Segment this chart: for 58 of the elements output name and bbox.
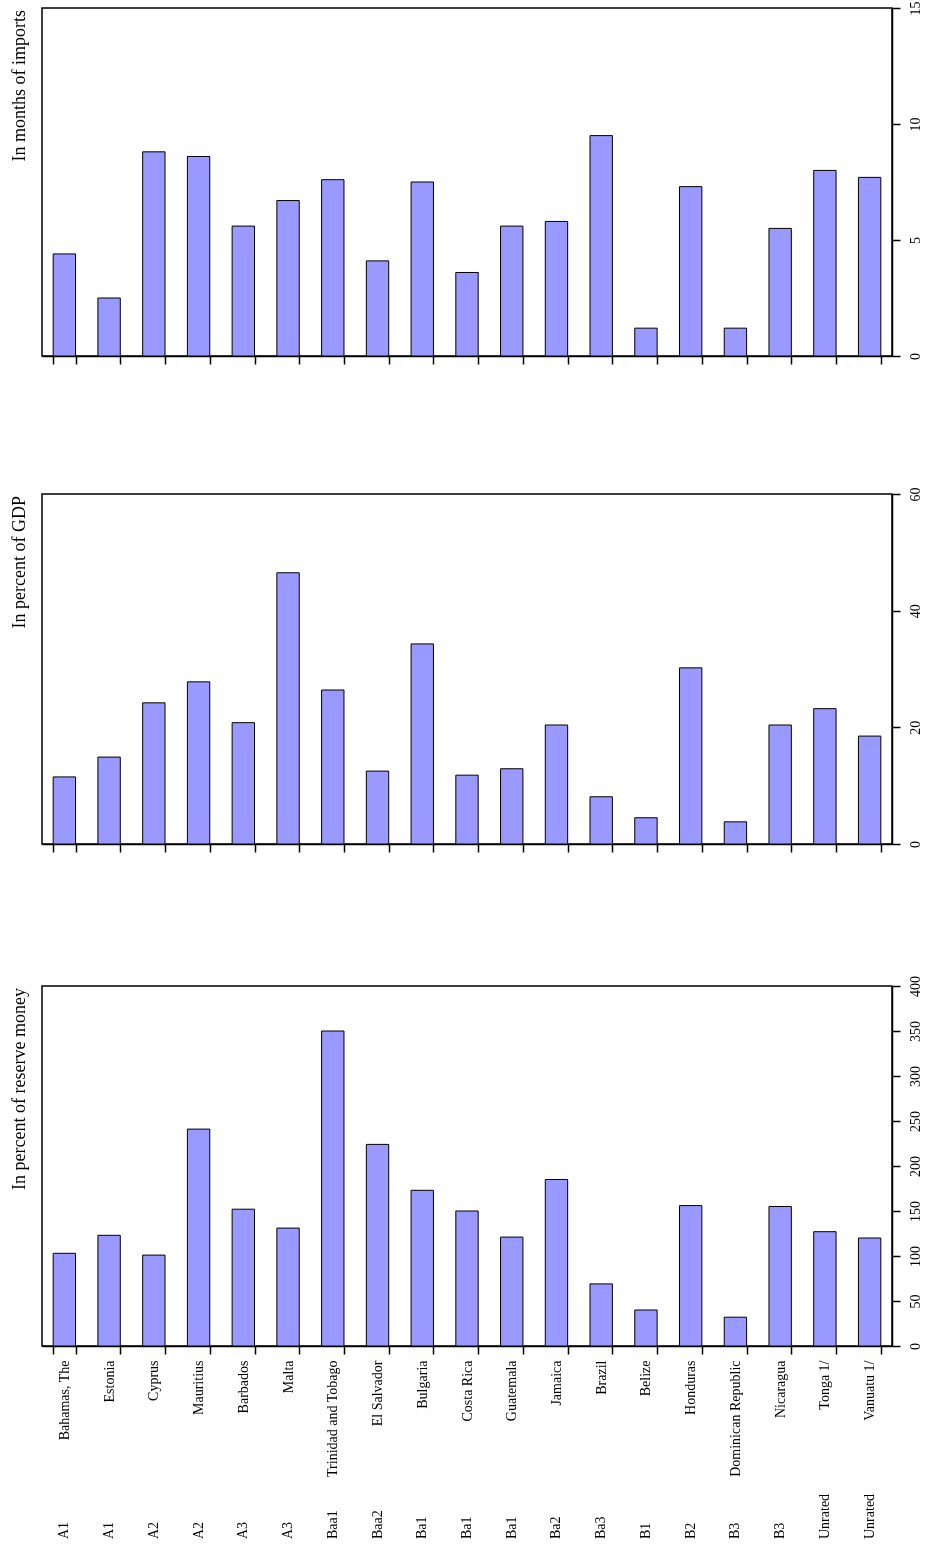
- text: A2: [145, 1521, 161, 1539]
- text: A1: [56, 1521, 72, 1539]
- text: Ba3: [593, 1516, 609, 1539]
- text: B3: [727, 1522, 743, 1539]
- x-tick-label: Mauritius: [191, 1360, 207, 1415]
- text: Baa2: [369, 1510, 385, 1539]
- y-tick-label: 100: [907, 1246, 923, 1267]
- text: Ba1: [414, 1516, 430, 1539]
- y-tick-label: 200: [907, 1156, 923, 1177]
- text: A2: [190, 1521, 206, 1539]
- x-tick-label: Nicaragua: [772, 1359, 788, 1419]
- x-tick-label: Costa Rica: [459, 1359, 475, 1422]
- y-tick-label: 300: [907, 1066, 923, 1087]
- y-tick-label: 40: [907, 604, 923, 619]
- text: Ba1: [459, 1516, 474, 1539]
- x-tick-label: El Salvador: [370, 1360, 386, 1427]
- x-tick-label: Dominican Republic: [727, 1360, 743, 1477]
- x-tick-label: Honduras: [683, 1360, 699, 1415]
- text: Unrated: [816, 1493, 832, 1539]
- y-tick-label: 50: [907, 1294, 923, 1309]
- x-tick-label: Jamaica: [548, 1359, 564, 1406]
- y-tick-label: 250: [907, 1111, 923, 1132]
- text: Ba1: [503, 1516, 519, 1539]
- text: B1: [637, 1522, 653, 1539]
- y-tick-label: 15: [907, 1, 923, 16]
- y-tick-label: 350: [907, 1021, 923, 1042]
- y-tick-label: 0: [907, 1343, 923, 1350]
- text: Baa1: [324, 1510, 340, 1539]
- text: Unrated: [861, 1493, 877, 1539]
- y-tick-label: 5: [907, 237, 923, 244]
- y-tick-label: 0: [907, 353, 923, 360]
- x-tick-label: Bulgaria: [414, 1359, 430, 1409]
- x-tick-label: Barbados: [235, 1360, 251, 1414]
- x-tick-label: Guatemala: [504, 1359, 520, 1422]
- x-tick-label: Bahamas, The: [56, 1360, 72, 1441]
- y-tick-label: 10: [907, 117, 923, 132]
- text: A1: [101, 1521, 117, 1539]
- text: Ba2: [548, 1516, 564, 1539]
- x-tick-label: Malta: [280, 1359, 296, 1394]
- y-tick-label: 20: [907, 720, 923, 735]
- x-tick-label: Vanuatu 1/: [862, 1360, 878, 1421]
- text: B2: [682, 1522, 698, 1539]
- y-tick-label: 60: [907, 487, 923, 502]
- x-tick-label: Tonga 1/: [817, 1360, 833, 1410]
- x-tick-label: Estonia: [101, 1359, 117, 1403]
- y-axis-title: In percent of reserve money: [9, 988, 29, 1190]
- y-tick-label: 400: [907, 976, 923, 997]
- y-tick-label: 150: [907, 1201, 923, 1222]
- y-axis-title: In percent of GDP: [9, 496, 29, 629]
- text: A3: [235, 1521, 251, 1539]
- x-tick-label: Brazil: [593, 1360, 609, 1395]
- x-tick-label: Belize: [638, 1360, 654, 1397]
- text: A3: [280, 1521, 296, 1539]
- y-tick-label: 0: [907, 841, 923, 848]
- x-tick-label: Cyprus: [146, 1360, 162, 1401]
- y-axis-title: In months of imports: [9, 10, 29, 162]
- x-tick-label: Trinidad and Tobago: [325, 1360, 341, 1477]
- text: B3: [772, 1522, 788, 1539]
